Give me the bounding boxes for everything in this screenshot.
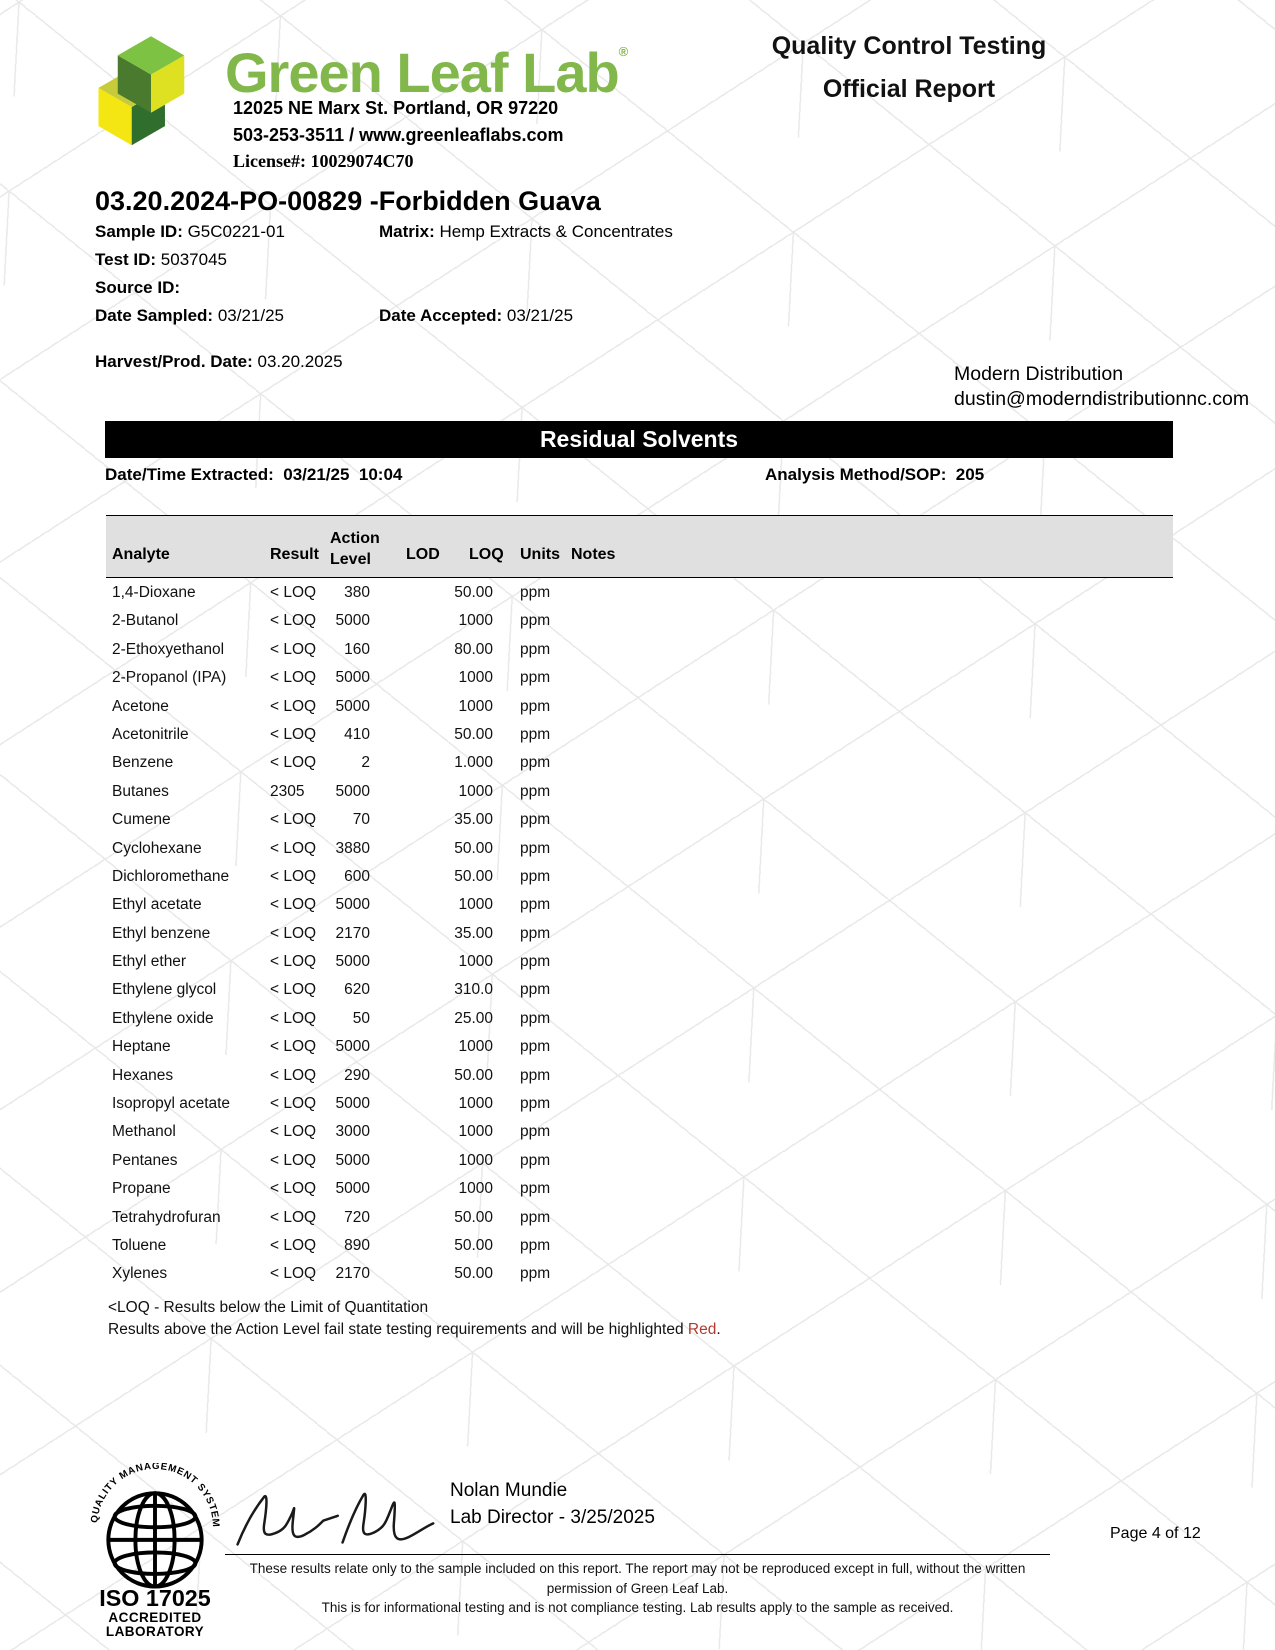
svg-text:LABORATORY: LABORATORY (106, 1624, 204, 1639)
svg-text:ACCREDITED: ACCREDITED (108, 1610, 201, 1625)
svg-text:ISO 17025: ISO 17025 (99, 1585, 211, 1611)
